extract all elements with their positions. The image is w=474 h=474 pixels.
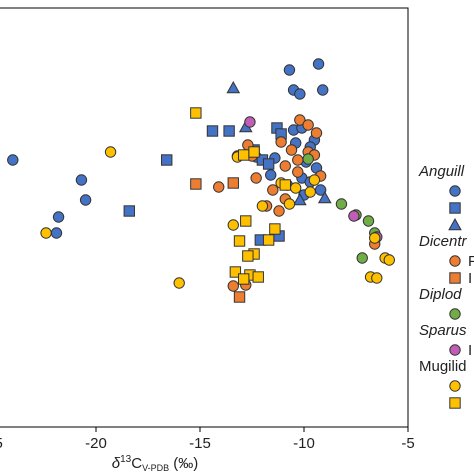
data-point-magenta-circle <box>244 116 256 128</box>
data-point-yellow-circle <box>173 277 185 289</box>
data-point-yellow-circle <box>369 232 381 244</box>
data-point-yellow-circle <box>40 227 52 239</box>
data-point-magenta-circle <box>348 210 360 222</box>
data-point-yellow-square <box>240 215 252 227</box>
data-point-blue-circle <box>75 174 88 186</box>
legend-marker-blue-square <box>449 202 461 214</box>
plot-area <box>0 7 409 428</box>
data-point-blue-circle <box>294 88 306 100</box>
legend-group-label: Mugilid <box>419 358 467 375</box>
legend-marker-yellow-square <box>449 397 461 409</box>
data-point-yellow-circle <box>283 198 296 210</box>
data-point-orange-circle <box>292 166 304 178</box>
data-point-orange-circle <box>294 114 306 126</box>
data-point-blue-triangle <box>226 80 241 94</box>
data-point-yellow-circle <box>227 219 239 231</box>
data-point-yellow-circle <box>371 272 383 284</box>
legend-group-label: Diplod <box>419 286 462 303</box>
x-tick-label: -10 <box>293 435 315 452</box>
data-point-yellow-circle <box>304 186 316 198</box>
legend-marker-blue-triangle <box>448 217 462 231</box>
data-point-yellow-circle <box>104 146 117 158</box>
data-point-orange-circle <box>213 181 225 193</box>
data-point-orange-circle <box>267 184 279 196</box>
data-point-yellow-circle <box>308 174 321 186</box>
data-point-blue-triangle <box>317 190 332 204</box>
legend-group-label: Dicentr <box>419 233 468 250</box>
data-point-blue-circle <box>52 211 65 223</box>
data-point-blue-square <box>262 158 275 170</box>
x-tick-label: -15 <box>189 435 211 452</box>
data-point-orange-circle <box>310 127 323 139</box>
legend-marker-green-circle <box>449 308 461 320</box>
data-point-blue-triangle <box>293 192 307 206</box>
data-point-yellow-square <box>229 266 242 278</box>
data-point-blue-square <box>206 125 219 137</box>
data-point-blue-square <box>223 125 235 137</box>
x-axis: -25 -20 -15 -10 -5 <box>0 427 415 452</box>
legend-group-label: Sparus <box>419 322 467 339</box>
data-point-blue-circle <box>312 58 325 70</box>
data-point-blue-circle <box>283 64 296 76</box>
data-point-yellow-square <box>237 149 250 161</box>
data-point-orange-circle <box>292 154 304 166</box>
legend-marker-blue-circle <box>449 185 461 197</box>
data-point-blue-square <box>123 205 135 217</box>
data-point-orange-circle <box>250 172 262 184</box>
data-point-yellow-square <box>237 273 250 285</box>
legend-marker-orange-circle <box>449 255 461 267</box>
data-point-orange-circle <box>273 205 285 217</box>
data-point-yellow-circle <box>289 182 302 194</box>
data-point-orange-circle <box>275 136 287 148</box>
data-point-orange-square <box>227 177 239 189</box>
data-point-green-circle <box>356 252 368 264</box>
data-point-yellow-square <box>242 250 254 262</box>
x-tick-label: -20 <box>85 435 107 452</box>
data-point-green-circle <box>335 198 348 210</box>
data-point-blue-square <box>161 154 173 166</box>
data-point-blue-circle <box>317 84 329 96</box>
data-point-yellow-square <box>233 235 246 247</box>
data-point-orange-circle <box>302 119 314 131</box>
data-point-yellow-square <box>279 179 291 191</box>
data-point-yellow-circle <box>383 254 395 266</box>
legend-marker-yellow-circle <box>449 380 461 392</box>
data-point-yellow-square <box>262 234 275 246</box>
data-point-green-circle <box>302 153 314 165</box>
x-axis-title: δ13CV-PDB (‰) <box>112 454 199 473</box>
data-point-blue-circle <box>265 169 277 181</box>
data-point-orange-circle <box>279 160 291 172</box>
legend-entry-label: F <box>468 253 474 270</box>
data-point-blue-circle <box>50 227 63 239</box>
data-point-orange-circle <box>285 144 298 156</box>
x-tick-label: -5 <box>401 435 414 452</box>
legend-entry-label: I <box>468 342 472 359</box>
data-point-yellow-square <box>252 271 264 283</box>
data-point-green-circle <box>362 215 375 227</box>
legend-marker-orange-square <box>449 272 461 284</box>
data-point-blue-circle <box>7 154 19 166</box>
data-point-yellow-circle <box>256 200 269 212</box>
data-point-yellow-square <box>248 146 260 158</box>
x-tick-label: -25 <box>0 435 3 452</box>
data-point-yellow-square <box>269 223 281 235</box>
data-point-blue-circle <box>79 194 92 206</box>
legend-marker-magenta-circle <box>449 344 461 356</box>
data-point-orange-circle <box>227 280 239 292</box>
data-point-yellow-square <box>190 107 202 119</box>
data-point-orange-square <box>233 291 246 303</box>
data-point-orange-square <box>190 178 202 190</box>
legend-entry-label: I <box>468 270 472 287</box>
legend-group-label: Anguill <box>418 163 465 180</box>
